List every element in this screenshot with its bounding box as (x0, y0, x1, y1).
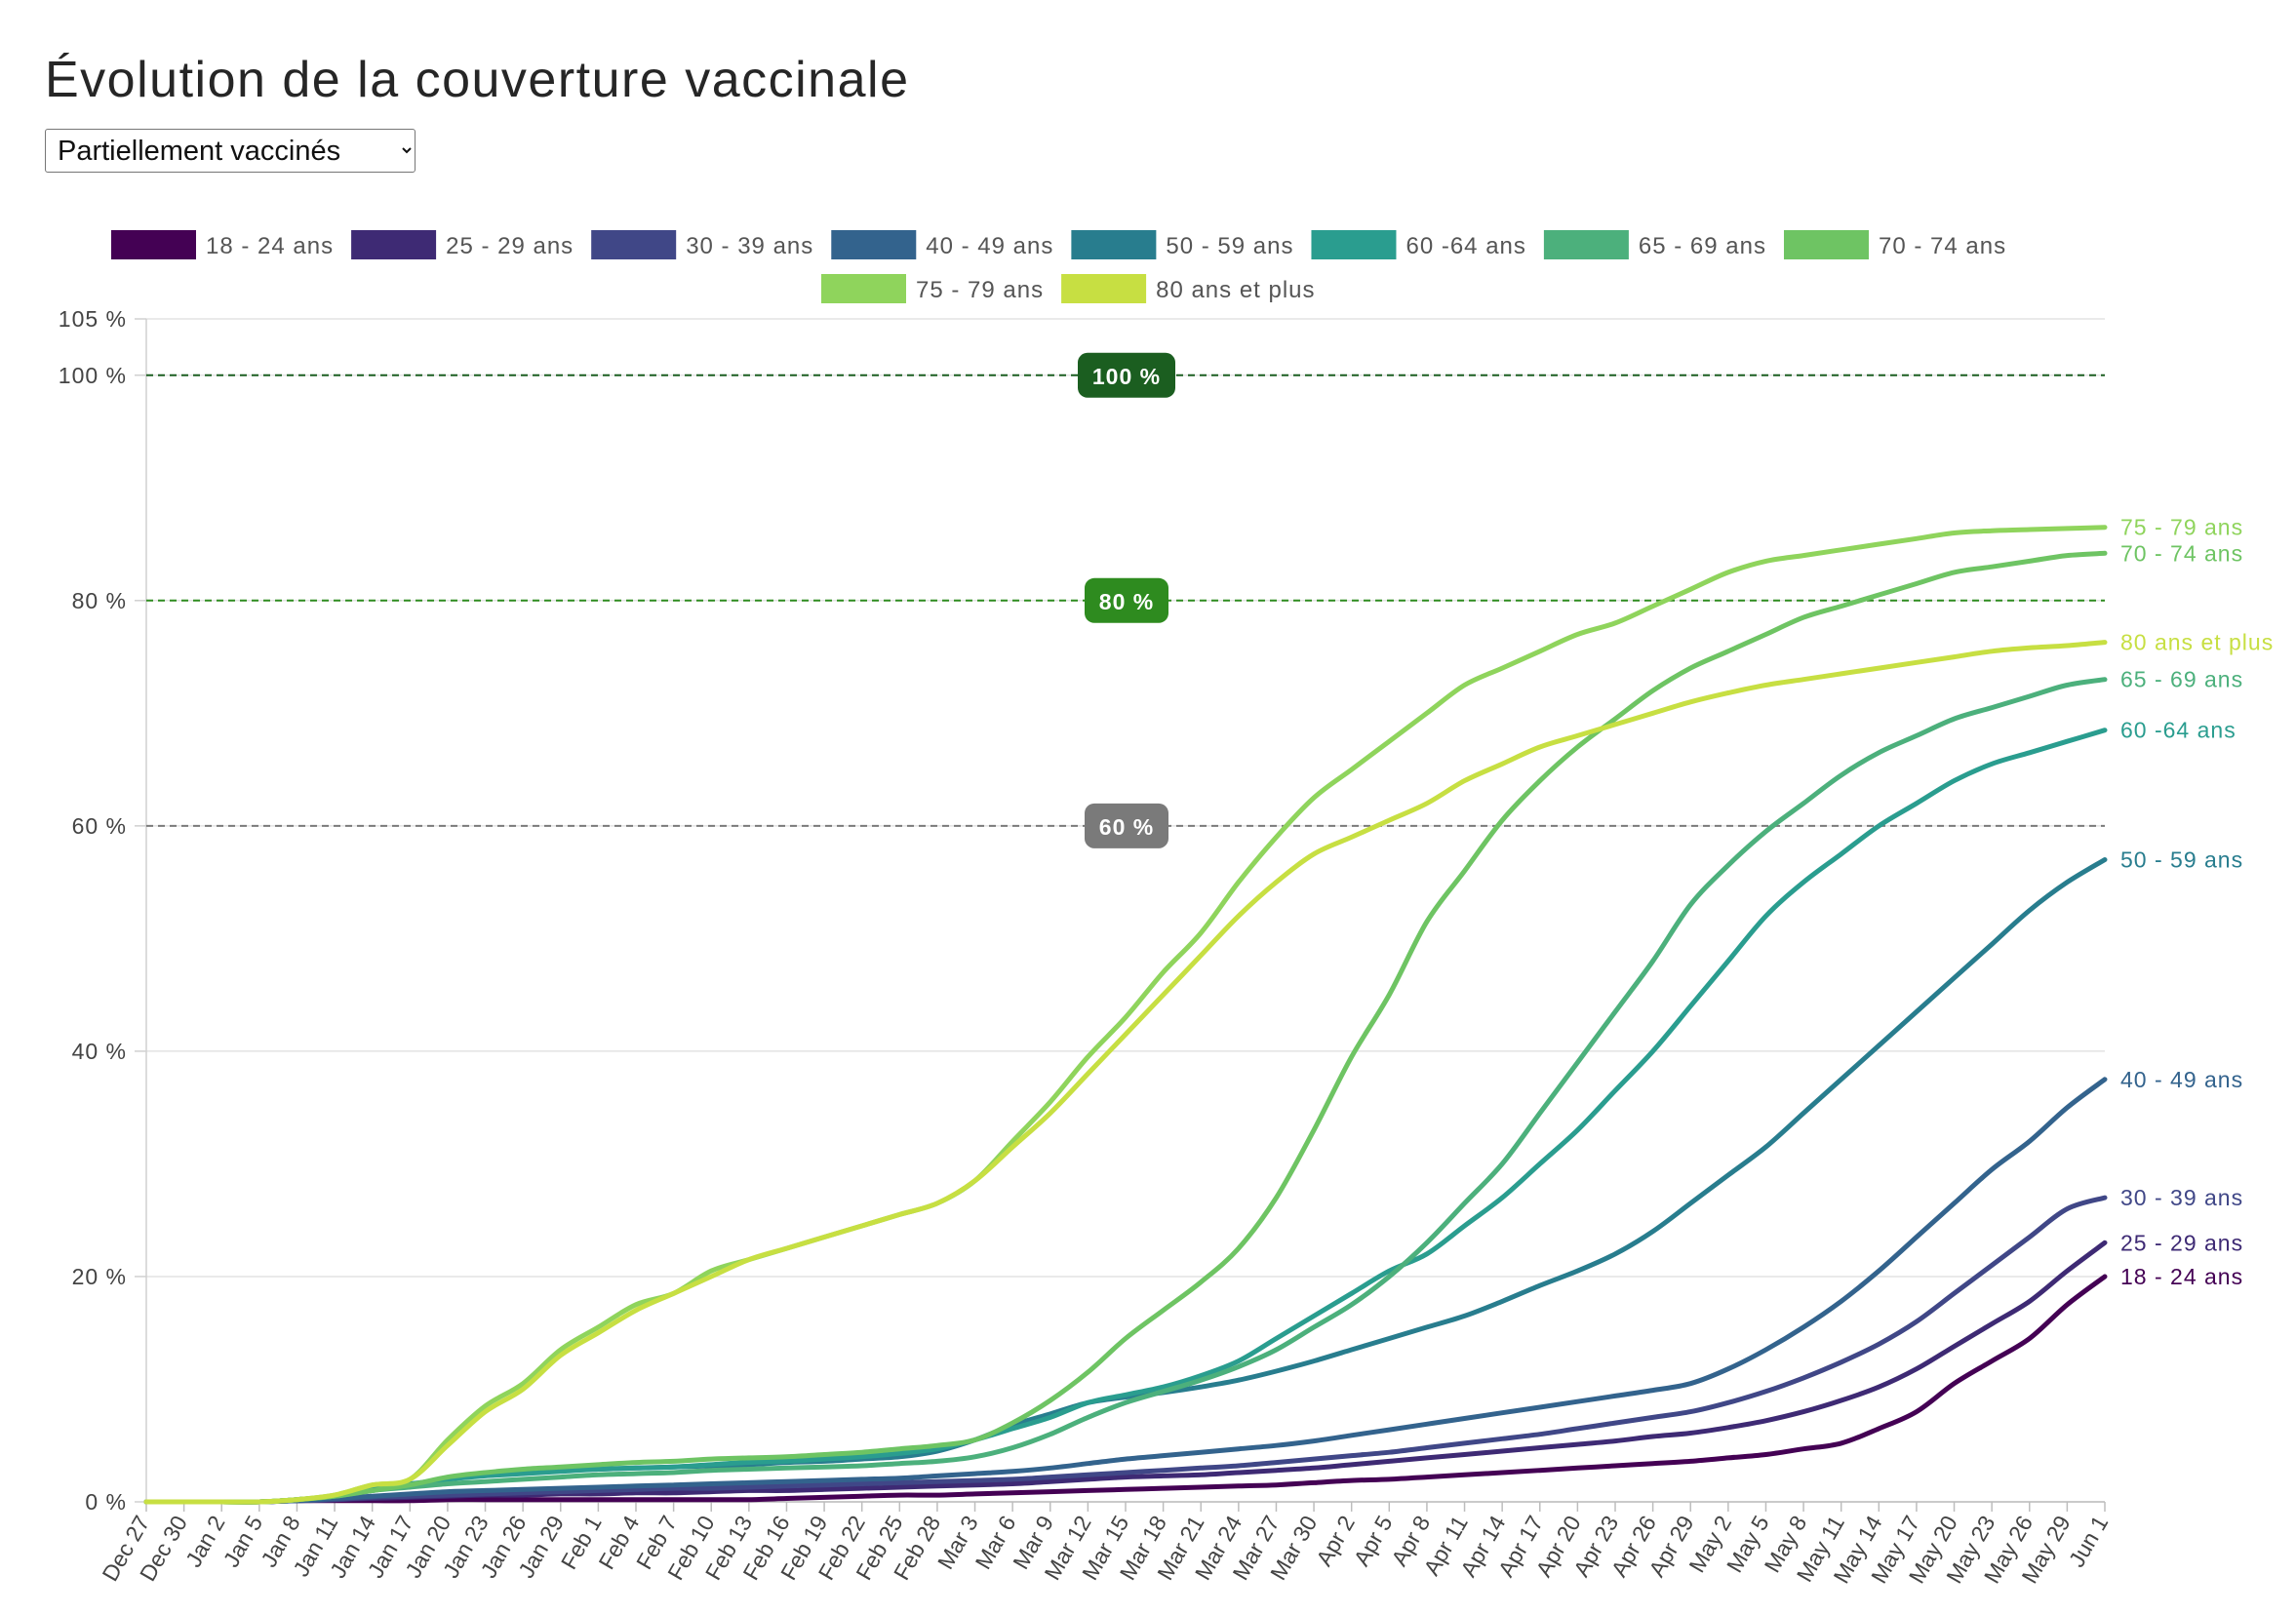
legend-item[interactable]: 50 - 59 ans (1071, 230, 1293, 259)
reference-badge-label: 80 % (1099, 589, 1154, 614)
legend-label: 60 -64 ans (1405, 233, 1525, 259)
legend-label: 65 - 69 ans (1639, 233, 1766, 259)
series-line[interactable] (143, 857, 2108, 1505)
y-tick-label: 60 % (72, 813, 127, 839)
legend-swatch (351, 230, 437, 259)
y-tick-label: 40 % (72, 1039, 127, 1064)
reference-badge-label: 60 % (1099, 814, 1154, 840)
series-line[interactable] (143, 550, 2108, 1505)
reference-badge: 100 % (1078, 352, 1175, 398)
legend-swatch (1071, 230, 1157, 259)
legend-item[interactable]: 30 - 39 ans (591, 230, 813, 259)
legend-item[interactable]: 75 - 79 ans (821, 274, 1044, 303)
series-line[interactable] (143, 728, 2108, 1505)
y-tick-label: 20 % (72, 1264, 127, 1289)
x-tick-label: Jan 2 (180, 1512, 230, 1572)
x-tick-label: Apr 5 (1349, 1512, 1398, 1571)
legend-swatch (1543, 230, 1629, 259)
reference-badge: 60 % (1085, 803, 1168, 848)
series-line[interactable] (143, 1274, 2108, 1505)
legend-swatch (1783, 230, 1869, 259)
series-end-label: 30 - 39 ans (2120, 1185, 2243, 1210)
legend-item[interactable]: 18 - 24 ans (111, 230, 334, 259)
reference-badge-bg (1078, 352, 1175, 398)
legend-item[interactable]: 80 ans et plus (1061, 274, 1315, 303)
legend-label: 80 ans et plus (1156, 277, 1315, 303)
series-line[interactable] (143, 525, 2108, 1505)
reference-badge: 80 % (1085, 577, 1168, 623)
x-tick-label: Jan 5 (218, 1512, 268, 1572)
series-line[interactable] (143, 677, 2108, 1505)
series-end-label: 40 - 49 ans (2120, 1067, 2243, 1092)
legend-label: 30 - 39 ans (686, 233, 813, 259)
reference-lines: 100 % 80 % 60 % (146, 352, 2105, 848)
y-axis: 0 % 20 % 40 % 60 % 80 % 100 % 105 % (59, 306, 147, 1515)
legend-item[interactable]: 70 - 74 ans (1783, 230, 2006, 259)
reference-badge-bg (1085, 803, 1168, 848)
series-end-label: 18 - 24 ans (2120, 1264, 2243, 1289)
legend-item[interactable]: 60 -64 ans (1311, 230, 1525, 259)
legend-item[interactable]: 40 - 49 ans (831, 230, 1053, 259)
legend-swatch (821, 274, 906, 303)
series-end-label: 60 -64 ans (2120, 718, 2237, 743)
series-end-label: 70 - 74 ans (2120, 540, 2243, 566)
series-line[interactable] (143, 1195, 2108, 1505)
legend-label: 18 - 24 ans (206, 233, 334, 259)
y-tick-label: 0 % (85, 1489, 127, 1515)
x-tick-label: Jun 1 (2064, 1512, 2114, 1572)
series-line[interactable] (143, 1077, 2108, 1505)
y-tick-label: 80 % (72, 588, 127, 613)
legend-swatch (831, 230, 917, 259)
legend-label: 75 - 79 ans (916, 277, 1044, 303)
y-tick-label: 105 % (59, 306, 127, 332)
series-end-label: 25 - 29 ans (2120, 1230, 2243, 1255)
reference-badge-bg (1085, 577, 1168, 623)
reference-badge-label: 100 % (1092, 364, 1161, 389)
x-tick-label: Apr 2 (1311, 1512, 1360, 1571)
series-line[interactable] (143, 640, 2108, 1505)
legend-swatch (111, 230, 196, 259)
legend-label: 50 - 59 ans (1166, 233, 1293, 259)
legend-item[interactable]: 65 - 69 ans (1543, 230, 1766, 259)
legend-swatch (591, 230, 677, 259)
chart-legend: 18 - 24 ans 25 - 29 ans 30 - 39 ans 40 - 49… (111, 230, 2006, 303)
legend-swatch (1311, 230, 1397, 259)
legend-item[interactable]: 25 - 29 ans (351, 230, 574, 259)
series-end-label: 75 - 79 ans (2120, 515, 2243, 540)
legend-label: 70 - 74 ans (1879, 233, 2006, 259)
page-title: Évolution de la couverture vaccinale (45, 52, 910, 108)
legend-label: 25 - 29 ans (446, 233, 574, 259)
y-tick-label: 100 % (59, 363, 127, 388)
chart-series (143, 525, 2108, 1505)
series-end-label: 65 - 69 ans (2120, 667, 2243, 692)
legend-swatch (1061, 274, 1147, 303)
series-end-label: 80 ans et plus (2120, 630, 2274, 655)
dose-type-select[interactable]: Partiellement vaccinés (45, 129, 416, 173)
legend-label: 40 - 49 ans (926, 233, 1053, 259)
series-end-label: 50 - 59 ans (2120, 847, 2243, 873)
